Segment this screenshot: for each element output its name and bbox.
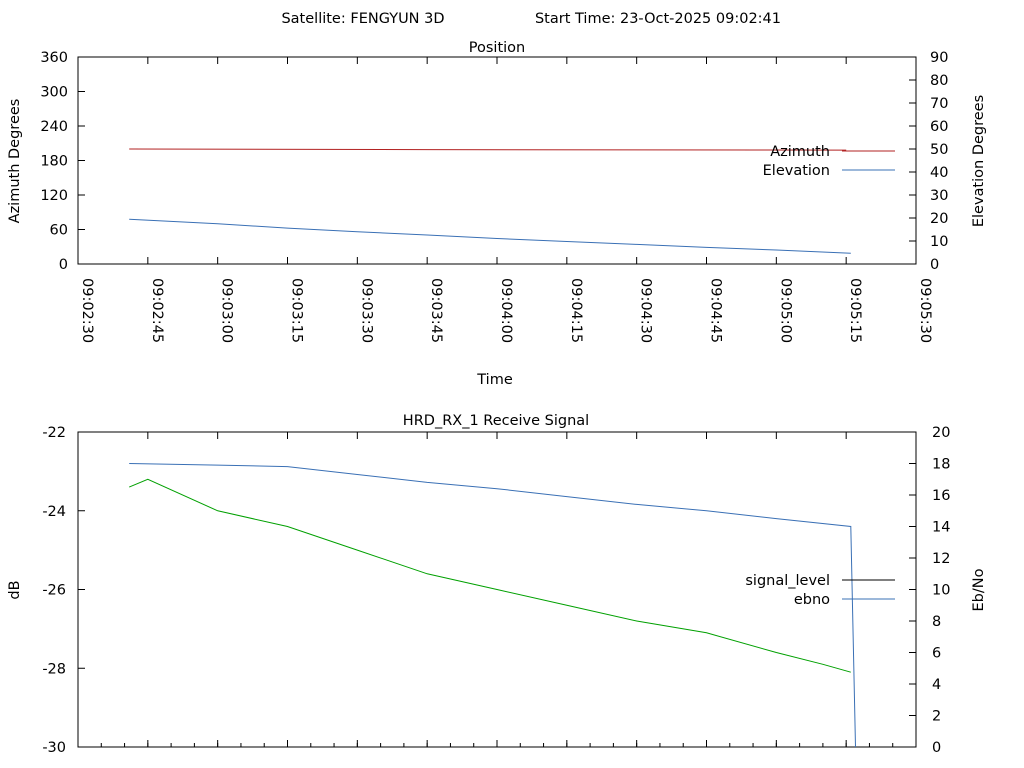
position-x-tick-label: 09:03:15 <box>289 278 305 343</box>
signal-series <box>129 463 856 748</box>
signal-y-tick-label: -26 <box>42 583 66 599</box>
position-plot-frame <box>77 56 917 265</box>
signal-y-axis-label: dB <box>7 580 23 599</box>
position-y2-tick-label: 50 <box>930 142 948 158</box>
position-y-tick-label: 360 <box>40 50 68 66</box>
signal-y2-tick-label: 16 <box>932 488 950 504</box>
position-y2-tick-label: 30 <box>930 188 948 204</box>
signal-y-tick-label: -24 <box>42 504 66 520</box>
position-series <box>129 148 851 254</box>
position-y2-tick-label: 70 <box>930 96 948 112</box>
position-y-tick-label: 60 <box>50 223 68 239</box>
position-x-tick-label: 09:05:30 <box>917 278 933 343</box>
position-y-tick-label: 120 <box>40 188 68 204</box>
signal-y2-tick-label: 18 <box>932 457 950 473</box>
position-y-tick-label: 180 <box>40 154 68 170</box>
legend-ebno-label: ebno <box>794 592 830 608</box>
signal-chart: HRD_RX_1 Receive Signal -30 -28 -26 -24 -22 0… <box>7 413 987 756</box>
position-x-tick-label: 09:03:30 <box>358 278 374 343</box>
start-time-label: Start Time: 23-Oct-2025 09:02:41 <box>535 11 781 27</box>
series-elevation-line <box>129 218 851 254</box>
position-x-tick-label: 09:05:15 <box>847 278 863 343</box>
signal-y2-tick-label: 0 <box>932 740 941 756</box>
signal-y2-tick-label: 10 <box>932 583 950 599</box>
signal-chart-title: HRD_RX_1 Receive Signal <box>403 413 589 429</box>
position-x-tick-label: 09:04:00 <box>498 278 514 343</box>
position-x-tick-label: 09:04:15 <box>568 278 584 343</box>
position-y2-tick-label: 80 <box>930 73 948 89</box>
position-y2-tick-label: 10 <box>930 234 948 250</box>
position-y2-tick-label: 60 <box>930 119 948 135</box>
signal-y2-axis-label: Eb/No <box>971 568 987 611</box>
position-x-axis-label: Time <box>476 372 513 388</box>
position-x-tick-label: 09:02:30 <box>79 278 95 343</box>
position-y-axis-label: Azimuth Degrees <box>7 99 23 224</box>
signal-y2-tick-label: 8 <box>932 614 941 630</box>
signal-axes: -30 -28 -26 -24 -22 0 2 4 6 8 10 12 14 16 18 20 <box>42 425 950 756</box>
signal-y2-tick-label: 20 <box>932 425 950 441</box>
position-legend: Azimuth Elevation <box>763 144 895 179</box>
signal-legend: signal_level ebno <box>745 573 895 608</box>
signal-y2-tick-label: 12 <box>932 551 950 567</box>
position-y-tick-label: 300 <box>40 85 68 101</box>
series-signal-level-line <box>129 478 851 673</box>
signal-y-tick-label: -22 <box>42 425 66 441</box>
position-x-tick-label: 09:03:45 <box>428 278 444 343</box>
position-axes: 09:02:30 09:02:45 09:03:00 09:03:15 09:03:30… <box>40 50 948 343</box>
series-ebno-line <box>129 463 856 748</box>
signal-y-tick-label: -28 <box>42 661 66 677</box>
satellite-label: Satellite: FENGYUN 3D <box>281 11 444 27</box>
legend-azimuth-label: Azimuth <box>770 144 830 160</box>
position-y2-axis-label: Elevation Degrees <box>971 95 987 227</box>
position-y-tick-label: 240 <box>40 119 68 135</box>
legend-elevation-label: Elevation <box>763 163 830 179</box>
position-x-tick-label: 09:03:00 <box>219 278 235 343</box>
position-y2-tick-label: 20 <box>930 211 948 227</box>
position-x-tick-label: 09:02:45 <box>149 278 165 343</box>
position-x-tick-label: 09:05:00 <box>777 278 793 343</box>
series-azimuth-line <box>129 148 847 151</box>
position-y2-tick-label: 40 <box>930 165 948 181</box>
position-chart-title: Position <box>469 40 525 56</box>
signal-y2-tick-label: 2 <box>932 709 941 725</box>
position-y2-tick-label: 90 <box>930 50 948 66</box>
position-y2-tick-label: 0 <box>930 257 939 273</box>
signal-y2-tick-label: 14 <box>932 520 950 536</box>
position-y-tick-label: 0 <box>59 257 68 273</box>
signal-y2-tick-label: 6 <box>932 646 941 662</box>
signal-y2-tick-label: 4 <box>932 677 941 693</box>
position-x-tick-label: 09:04:45 <box>708 278 724 343</box>
position-chart: Position 09:02:30 09:02:45 09:03:00 09:03:1… <box>7 40 987 388</box>
signal-y-tick-label: -30 <box>42 740 66 756</box>
legend-signal-level-label: signal_level <box>745 573 830 589</box>
position-x-tick-label: 09:04:30 <box>638 278 654 343</box>
